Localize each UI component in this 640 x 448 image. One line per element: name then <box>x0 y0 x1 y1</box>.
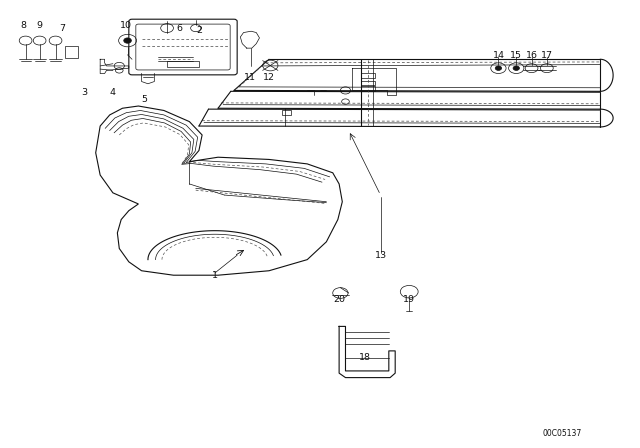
Text: 12: 12 <box>263 73 275 82</box>
Text: 00C05137: 00C05137 <box>543 429 582 438</box>
Text: 7: 7 <box>59 24 65 33</box>
Text: 19: 19 <box>403 295 415 304</box>
Text: 20: 20 <box>333 295 345 304</box>
Text: 1: 1 <box>212 271 218 280</box>
Text: 15: 15 <box>510 51 522 60</box>
Text: 9: 9 <box>36 22 43 30</box>
Text: 10: 10 <box>120 22 132 30</box>
Circle shape <box>513 66 520 70</box>
Bar <box>362 86 376 91</box>
Text: 3: 3 <box>81 88 87 97</box>
Text: 5: 5 <box>142 95 148 104</box>
Text: 16: 16 <box>525 51 538 60</box>
Text: 4: 4 <box>110 88 116 97</box>
Text: 2: 2 <box>196 26 202 35</box>
Text: 14: 14 <box>492 51 504 60</box>
Bar <box>167 60 199 67</box>
Circle shape <box>495 66 502 70</box>
Bar <box>362 73 376 78</box>
Text: 11: 11 <box>244 73 256 82</box>
Bar <box>65 46 78 58</box>
Bar <box>282 111 291 115</box>
Text: 18: 18 <box>358 353 371 362</box>
Text: 6: 6 <box>177 24 183 33</box>
Bar <box>362 81 376 85</box>
Text: 13: 13 <box>374 251 387 260</box>
Text: 8: 8 <box>20 22 27 30</box>
Circle shape <box>124 38 131 43</box>
Text: 17: 17 <box>541 51 553 60</box>
